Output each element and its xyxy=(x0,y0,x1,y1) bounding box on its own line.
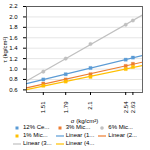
svg-text:1.6: 1.6 xyxy=(9,35,18,41)
html-text:Linear (2...: Linear (2... xyxy=(108,132,137,138)
svg-text:1.2: 1.2 xyxy=(9,56,18,62)
svg-text:1.79: 1.79 xyxy=(63,101,69,113)
svg-text:1.51: 1.51 xyxy=(40,101,46,113)
html-text:Linear (1...: Linear (1... xyxy=(65,132,95,138)
html-text:12% Ce...: 12% Ce... xyxy=(23,124,50,130)
svg-text:2.2: 2.2 xyxy=(9,3,18,9)
svg-text:1.4: 1.4 xyxy=(9,45,18,51)
html-text:3% Mic...: 3% Mic... xyxy=(65,124,91,130)
html-text:Linear (4...: Linear (4... xyxy=(65,140,95,146)
svg-text:2.63: 2.63 xyxy=(130,101,136,113)
svg-text:2.54: 2.54 xyxy=(123,101,129,113)
svg-text:0.6: 0.6 xyxy=(9,87,18,93)
svg-text:τ (kg/cm²): τ (kg/cm²) xyxy=(2,36,8,62)
svg-text:0.8: 0.8 xyxy=(9,76,18,82)
html-text:1% Mic...: 1% Mic... xyxy=(23,132,48,138)
svg-text:σ (kg/cm²): σ (kg/cm²) xyxy=(71,118,98,124)
svg-text:1.0: 1.0 xyxy=(9,66,18,72)
svg-text:2.0: 2.0 xyxy=(9,14,18,20)
html-text:6% Mic...: 6% Mic... xyxy=(108,124,133,130)
svg-text:2.1: 2.1 xyxy=(87,101,93,110)
svg-text:1.8: 1.8 xyxy=(9,24,18,30)
html-text:Linear (3...: Linear (3... xyxy=(23,140,52,146)
